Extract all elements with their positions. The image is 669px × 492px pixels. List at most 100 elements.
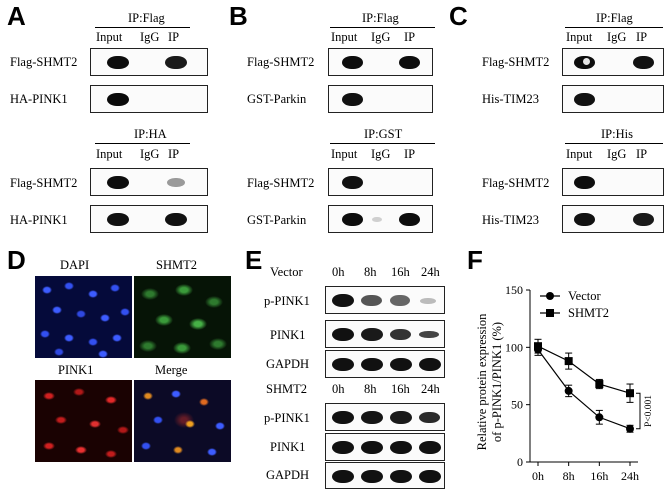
row-label: p-PINK1	[264, 294, 310, 308]
data-point	[595, 413, 604, 422]
blot-band	[633, 56, 654, 69]
row-label: PINK1	[270, 440, 306, 454]
lane-label: IP	[636, 30, 648, 44]
panel-label-e: E	[245, 245, 263, 275]
blot-strip	[562, 168, 664, 196]
lane-label: Input	[96, 147, 123, 161]
time-label: 16h	[391, 265, 410, 279]
blot-band	[361, 411, 383, 424]
image-label: Merge	[155, 363, 188, 377]
blot-strip	[325, 320, 445, 348]
blot-band	[167, 178, 185, 187]
blot-band	[390, 329, 411, 340]
panel-label-a: A	[7, 1, 26, 31]
blot-strip	[328, 85, 433, 113]
group-label: Vector	[270, 265, 303, 279]
image-label: DAPI	[60, 258, 90, 272]
image-label: PINK1	[58, 363, 94, 377]
data-point	[626, 389, 634, 398]
row-label: GST-Parkin	[247, 92, 307, 106]
x-tick-label: 8h	[563, 469, 575, 483]
lane-label: IgG	[140, 147, 160, 161]
blot-band	[107, 93, 129, 106]
blot-band	[107, 213, 129, 226]
row-label: Flag-SHMT2	[10, 176, 78, 190]
y-tick-label: 50	[511, 398, 523, 412]
blot-strip	[325, 462, 445, 489]
blot-band	[399, 213, 420, 226]
blot-band	[420, 298, 436, 304]
blot-band	[574, 213, 595, 226]
lane-label: IgG	[607, 147, 627, 161]
blot-band	[342, 176, 363, 189]
lane-label: Input	[96, 30, 123, 44]
panel-label-c: C	[449, 1, 468, 31]
ip-underline	[330, 27, 435, 28]
row-label: His-TIM23	[482, 92, 539, 106]
ip-underline	[95, 143, 190, 144]
data-point	[534, 342, 542, 351]
blot-band	[372, 217, 382, 222]
blot-strip	[90, 168, 208, 196]
panel-label-b: B	[229, 1, 248, 31]
blot-band	[342, 213, 363, 226]
line-chart: Relative protein expression of p-PINK1/P…	[475, 283, 654, 483]
blot-band	[574, 176, 595, 189]
legend-marker	[546, 292, 554, 300]
blot-band	[361, 295, 382, 306]
time-label: 8h	[364, 265, 377, 279]
blot-band	[332, 358, 354, 371]
blot-strip	[328, 168, 433, 196]
blot-strip	[90, 48, 208, 76]
ip-underline	[330, 143, 435, 144]
blot-strip	[328, 48, 433, 76]
image-label: SHMT2	[156, 258, 197, 272]
data-point	[595, 380, 604, 389]
blot-band	[419, 470, 441, 483]
significance-label: P<0.001	[644, 395, 654, 427]
time-label: 0h	[332, 265, 345, 279]
ip-title: IP:Flag	[128, 11, 165, 25]
blot-band	[390, 411, 412, 424]
row-label: HA-PINK1	[10, 92, 68, 106]
row-label: His-TIM23	[482, 213, 539, 227]
group-label: SHMT2	[266, 382, 307, 396]
row-label: Flag-SHMT2	[482, 55, 550, 69]
y-axis-label-line: of p-PINK1/PINK1 (%)	[490, 322, 504, 442]
blot-band	[419, 358, 441, 371]
row-label: GST-Parkin	[247, 213, 307, 227]
blot-strip	[562, 85, 664, 113]
significance-bracket	[636, 392, 641, 430]
blot-band	[107, 56, 129, 69]
panel-label-f: F	[467, 245, 483, 275]
blot-band	[361, 470, 383, 483]
blot-band	[165, 56, 187, 69]
data-point	[564, 357, 573, 366]
blot-strip	[562, 48, 664, 76]
blot-band	[574, 93, 595, 106]
lane-label: IgG	[607, 30, 627, 44]
legend-label: SHMT2	[568, 306, 609, 320]
blot-strip	[90, 205, 208, 233]
ip-underline	[565, 143, 663, 144]
row-label: PINK1	[270, 328, 306, 342]
x-tick-label: 0h	[532, 469, 544, 483]
blot-band	[332, 441, 354, 454]
time-label: 24h	[421, 265, 440, 279]
blot-band	[633, 213, 654, 226]
blot-band	[332, 470, 354, 483]
blot-strip	[325, 403, 445, 431]
blot-band	[419, 331, 439, 338]
y-tick-label: 100	[505, 340, 523, 354]
blot-band	[390, 295, 410, 306]
blot-band	[361, 328, 383, 341]
data-point	[564, 386, 573, 395]
ip-title: IP:His	[601, 127, 633, 141]
ip-underline	[95, 27, 190, 28]
lane-label: IgG	[371, 30, 391, 44]
pink1-micrograph	[35, 380, 132, 462]
row-label: HA-PINK1	[10, 213, 68, 227]
blot-strip	[562, 205, 664, 233]
blot-band	[583, 58, 590, 65]
time-label: 0h	[332, 382, 345, 396]
